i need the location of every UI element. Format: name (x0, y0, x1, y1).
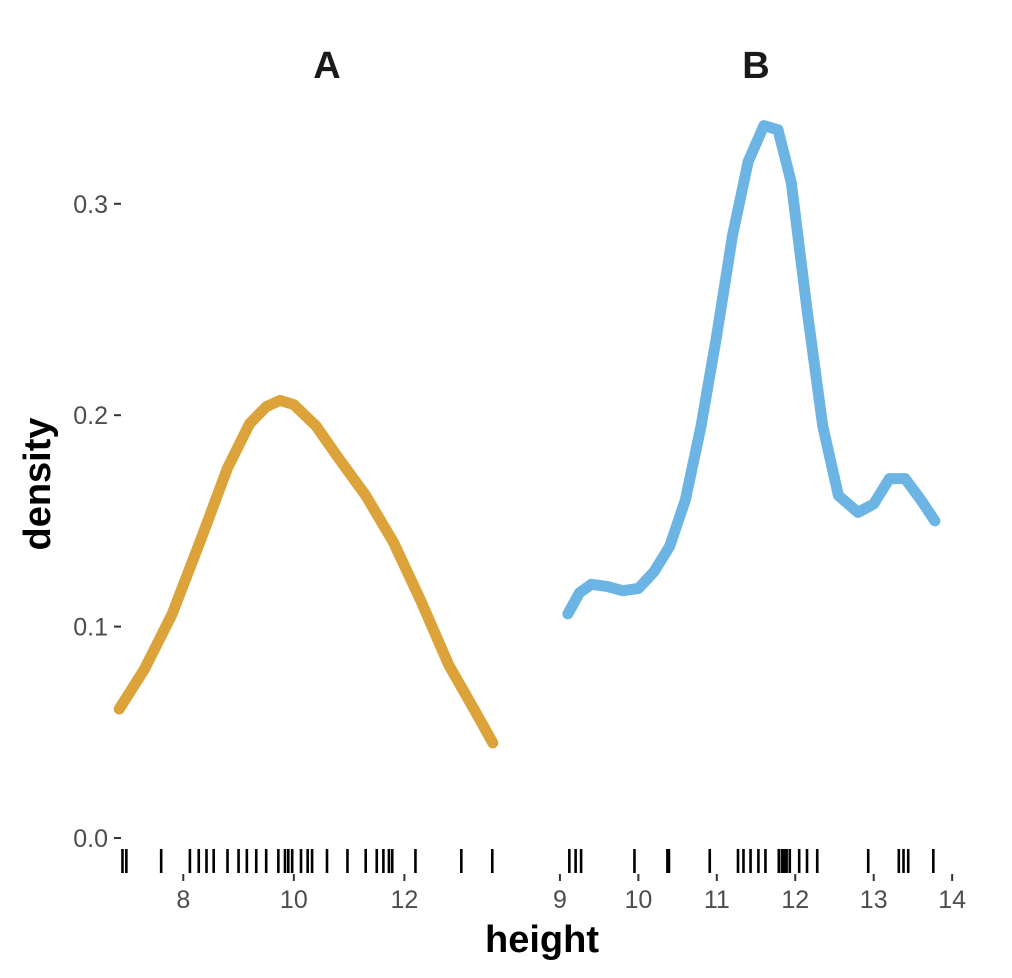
facet-title: A (313, 45, 340, 87)
y-tick-label: 0.3 (73, 191, 108, 219)
x-tick-label: 12 (781, 886, 809, 914)
facets: A 8 10 12 B 9 10 11 12 13 14 (113, 45, 966, 914)
x-tick-label: 11 (704, 886, 730, 914)
y-tick-label: 0.0 (73, 825, 108, 853)
y-tick-label: 0.2 (73, 402, 108, 430)
x-tick-label: 8 (176, 886, 190, 914)
density-line-a (113, 394, 499, 749)
x-tick-label: 12 (390, 886, 418, 914)
facet-panel-a: A 8 10 12 (113, 45, 499, 914)
x-tick-label: 10 (624, 886, 652, 914)
y-axis-title: density (17, 417, 59, 550)
x-tick-label: 10 (280, 886, 308, 914)
x-tick-label: 13 (860, 886, 888, 914)
y-tick-label: 0.1 (73, 614, 108, 642)
x-tick-label: 9 (553, 886, 567, 914)
facet-title: B (742, 45, 769, 87)
density-line-b (562, 120, 941, 620)
x-tick-label: 14 (938, 886, 966, 914)
x-axis-title: height (485, 919, 599, 961)
facet-panel-b: B 9 10 11 12 13 14 (553, 45, 966, 914)
y-axis: 0.0 0.1 0.2 0.3 (73, 191, 121, 853)
